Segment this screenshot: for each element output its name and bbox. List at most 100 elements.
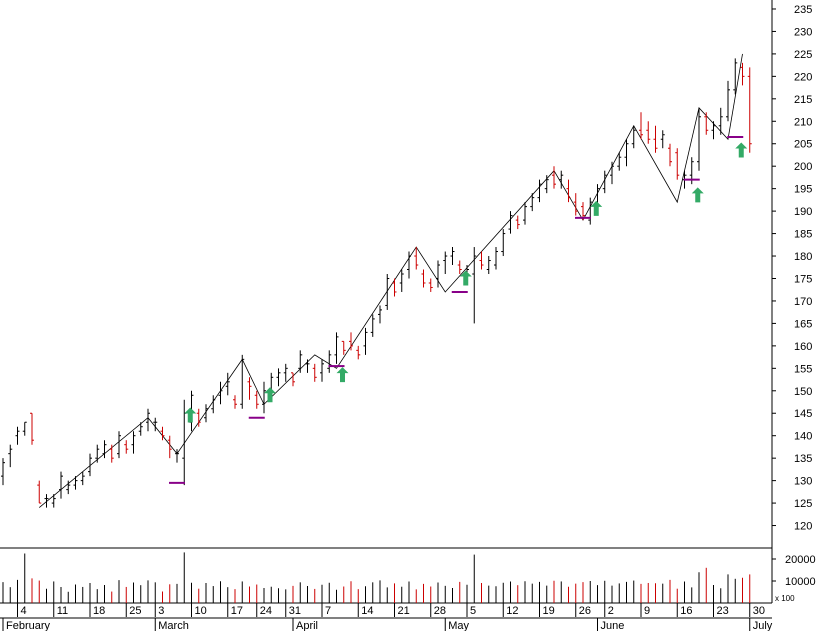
ohlc-bar [494, 247, 498, 270]
ohlc-bar [305, 359, 310, 373]
ohlc-bar [356, 345, 361, 360]
ohlc-bar [218, 381, 223, 405]
ohlc-bar [1, 458, 5, 486]
y-tick-label: 125 [794, 498, 812, 510]
ohlc-bar [124, 440, 129, 454]
ohlc-bar [196, 408, 201, 427]
x-tick-label: 24 [260, 605, 272, 617]
y-tick-label: 175 [794, 273, 812, 285]
month-label: May [448, 620, 469, 631]
ohlc-bar [131, 431, 136, 454]
ohlc-bar [646, 121, 651, 144]
ohlc-bar [668, 143, 672, 167]
ohlc-bar [240, 354, 245, 409]
x-tick-label: 12 [506, 605, 518, 617]
ohlc-bar [312, 363, 317, 382]
buy-arrow-icon [459, 270, 472, 286]
y-tick-label: 185 [794, 229, 812, 241]
y-tick-label: 230 [794, 26, 812, 38]
ohlc-bar [109, 444, 114, 463]
ohlc-bar [102, 440, 107, 459]
ohlc-bar [399, 269, 404, 292]
ohlc-bar [747, 67, 752, 153]
ohlc-bar [378, 305, 382, 324]
ohlc-bar [349, 332, 353, 351]
ohlc-bar [225, 372, 230, 396]
ohlc-bar [138, 422, 143, 436]
y-tick-label: 210 [794, 116, 812, 128]
ohlc-bar [602, 170, 607, 194]
x-tick-label: 28 [434, 605, 446, 617]
ohlc-bar [740, 62, 745, 86]
ohlc-bar [508, 211, 513, 234]
y-tick-label: 220 [794, 71, 812, 83]
y-tick-label: 155 [794, 363, 812, 375]
x-tick-label: 26 [579, 605, 591, 617]
volume-pane [2, 552, 751, 603]
ohlc-bar [537, 179, 542, 203]
ohlc-bar [167, 435, 172, 459]
ohlc-bar [160, 426, 165, 441]
y-tick-label: 170 [794, 296, 812, 308]
buy-arrow-icon [735, 142, 748, 158]
ohlc-bar [479, 251, 484, 270]
x-tick-label: 17 [231, 605, 243, 617]
ohlc-bar [146, 408, 150, 432]
ohlc-bar [334, 332, 339, 364]
signal-layer [169, 136, 748, 484]
ohlc-bar [283, 363, 288, 382]
ohlc-bar [566, 179, 571, 203]
ohlc-bar [51, 494, 56, 508]
ohlc-bar [37, 480, 42, 504]
ohlc-bar [472, 247, 477, 324]
y-tick-label: 205 [794, 139, 812, 151]
ohlc-bar [639, 112, 643, 140]
ohlc-bar [726, 80, 730, 122]
x-tick-label: 30 [753, 605, 765, 617]
ohlc-bar [559, 170, 564, 189]
ohlc-bar [117, 431, 121, 459]
ohlc-bar [320, 359, 324, 382]
y-tick-label: 180 [794, 251, 812, 263]
ohlc-bar [291, 372, 295, 387]
buy-arrow-icon [184, 407, 197, 423]
month-label: April [296, 620, 318, 631]
ohlc-bar [711, 121, 716, 140]
ohlc-bar [385, 274, 390, 310]
ohlc-bar [421, 269, 426, 288]
ohlc-bar [276, 368, 281, 387]
ohlc-bar [44, 494, 49, 508]
ohlc-bar [80, 471, 85, 486]
ohlc-bar [414, 247, 419, 270]
ohlc-bar [298, 350, 303, 373]
x-tick-label: 23 [717, 605, 729, 617]
ohlc-bar [617, 152, 622, 171]
y-tick-label: 130 [794, 476, 812, 488]
month-label: July [753, 620, 773, 631]
buy-arrow-icon [336, 367, 349, 383]
month-label: February [6, 620, 51, 631]
ohlc-bar [457, 260, 462, 274]
x-tick-label: 14 [361, 605, 373, 617]
y-tick-label: 165 [794, 318, 812, 330]
ohlc-bar [501, 229, 506, 257]
y-tick-label: 190 [794, 206, 812, 218]
x-tick-label: 21 [398, 605, 410, 617]
month-label: June [601, 620, 625, 631]
y-tick-label: 140 [794, 431, 812, 443]
x-tick-label: 10 [195, 605, 207, 617]
ohlc-bar [704, 112, 709, 135]
x-tick-label: 2 [608, 605, 614, 617]
ohlc-bar [530, 193, 535, 212]
ohlc-bar [59, 471, 63, 499]
ohlc-bar [428, 278, 433, 292]
x-tick-label: 4 [21, 605, 27, 617]
ohlc-bar [697, 107, 701, 171]
x-tick-label: 16 [680, 605, 692, 617]
ohlc-bar [370, 314, 375, 337]
ohlc-bar [262, 381, 266, 414]
ohlc-bar [22, 421, 27, 436]
ohlc-bar [523, 202, 527, 225]
